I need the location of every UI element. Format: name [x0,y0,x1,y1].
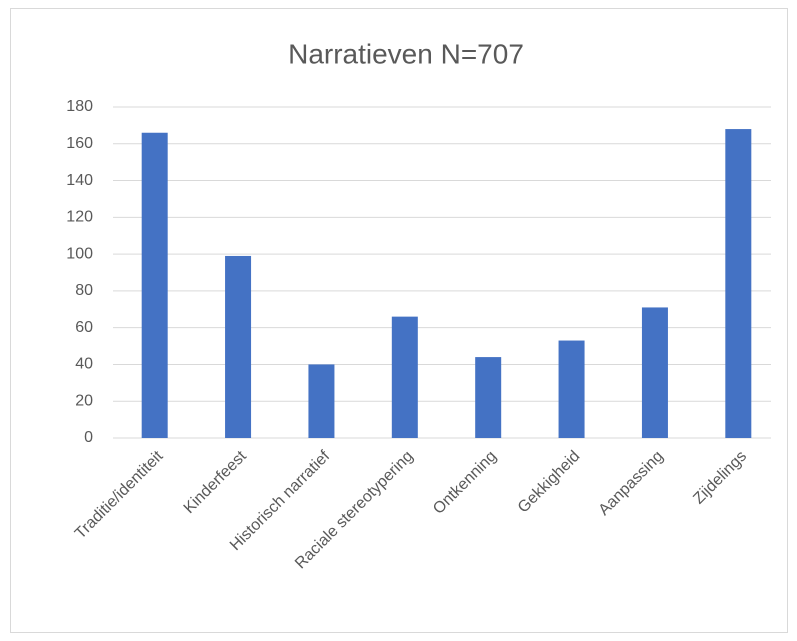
y-tick-label: 20 [75,392,93,409]
y-tick-label: 40 [75,356,93,373]
bar [391,316,418,438]
y-tick-label: 160 [66,135,93,152]
y-tick-label: 120 [66,209,93,226]
y-tick-label: 0 [84,429,93,446]
y-tick-label: 180 [66,98,93,115]
y-tick-label: 100 [66,245,93,262]
chart-title: Narratieven N=707 [288,38,524,69]
bar [308,364,335,438]
y-tick-label: 80 [75,282,93,299]
bar [475,357,502,438]
y-tick-label: 60 [75,319,93,336]
bar [141,132,168,438]
bar [725,129,752,439]
bar [641,307,668,438]
bar [558,340,585,438]
bar [225,255,252,438]
y-tick-label: 140 [66,172,93,189]
